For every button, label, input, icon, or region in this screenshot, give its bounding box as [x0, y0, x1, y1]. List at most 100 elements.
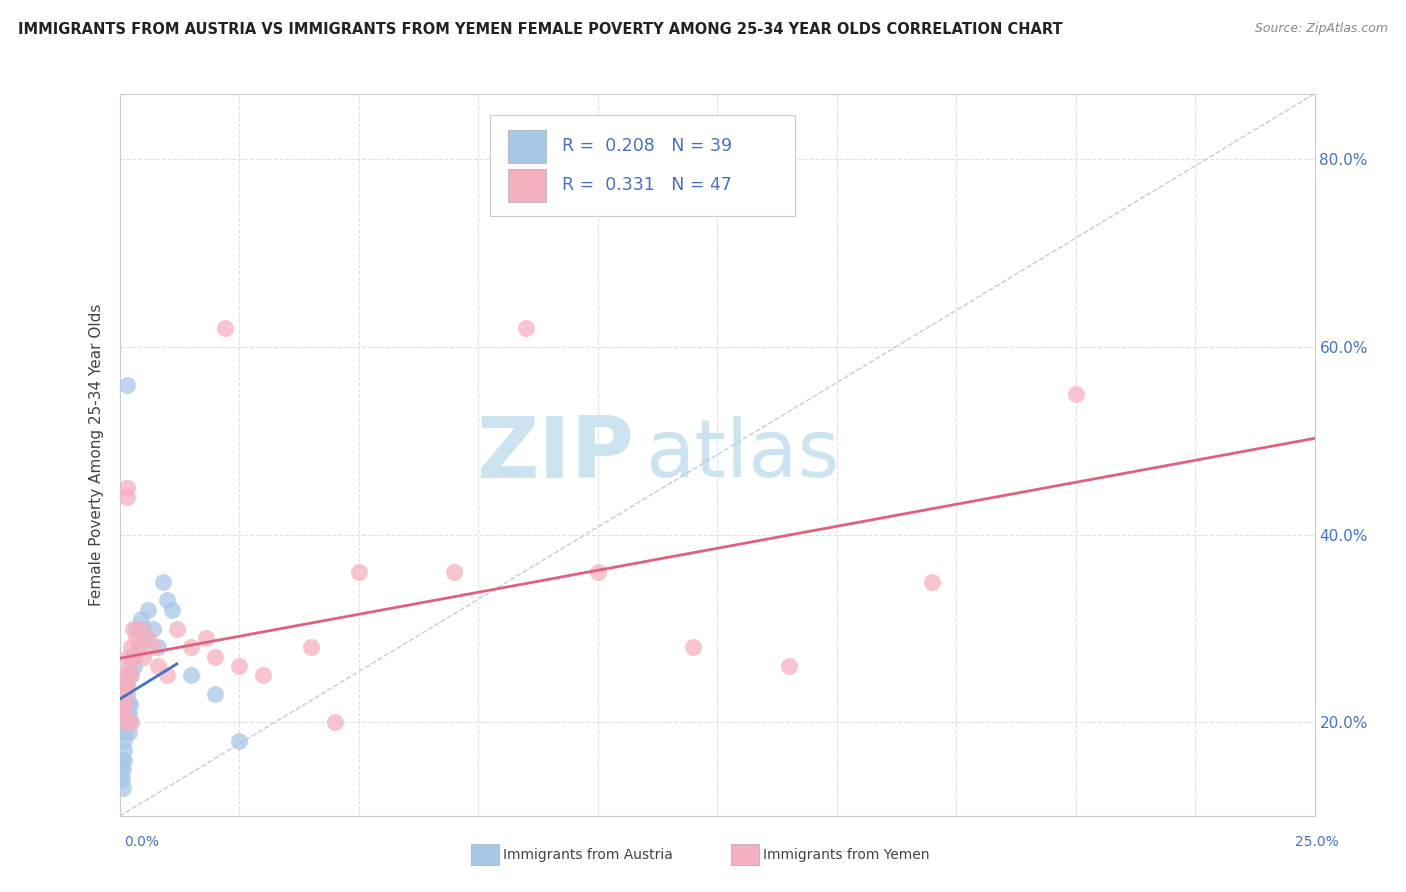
Point — [114, 706, 136, 720]
Text: Immigrants from Yemen: Immigrants from Yemen — [763, 847, 929, 862]
Point — [136, 603, 159, 617]
Point — [180, 640, 202, 655]
Point — [114, 724, 136, 739]
Point — [121, 715, 143, 730]
Point — [347, 565, 370, 579]
Point — [180, 668, 202, 682]
Point — [111, 678, 134, 692]
Point — [586, 565, 609, 579]
Text: Immigrants from Austria: Immigrants from Austria — [503, 847, 673, 862]
Point — [122, 649, 145, 664]
Point — [112, 715, 135, 730]
Point — [921, 574, 943, 589]
Point — [110, 697, 132, 711]
FancyBboxPatch shape — [731, 844, 759, 865]
Point — [118, 715, 141, 730]
Point — [117, 649, 139, 664]
Point — [118, 724, 141, 739]
Point — [117, 697, 139, 711]
Point — [111, 772, 134, 786]
Point — [146, 659, 169, 673]
Point — [118, 697, 141, 711]
Point — [115, 678, 138, 692]
Point — [135, 631, 157, 645]
Point — [142, 622, 165, 636]
Text: R =  0.208   N = 39: R = 0.208 N = 39 — [562, 137, 731, 155]
Point — [118, 668, 141, 682]
Point — [129, 622, 152, 636]
Point — [114, 668, 136, 682]
Point — [515, 321, 537, 335]
Point — [122, 649, 145, 664]
Point — [146, 640, 169, 655]
Point — [299, 640, 322, 655]
Point — [121, 640, 143, 655]
Text: IMMIGRANTS FROM AUSTRIA VS IMMIGRANTS FROM YEMEN FEMALE POVERTY AMONG 25-34 YEAR: IMMIGRANTS FROM AUSTRIA VS IMMIGRANTS FR… — [18, 22, 1063, 37]
Point — [156, 593, 179, 607]
Point — [115, 687, 138, 701]
Point — [443, 565, 465, 579]
Point — [204, 649, 226, 664]
Point — [117, 715, 139, 730]
Point — [204, 687, 226, 701]
FancyBboxPatch shape — [508, 169, 546, 202]
Point — [166, 622, 188, 636]
Point — [682, 640, 704, 655]
Point — [152, 574, 174, 589]
Point — [1064, 387, 1087, 401]
Text: 0.0%: 0.0% — [124, 835, 159, 848]
Point — [156, 668, 179, 682]
Point — [132, 622, 155, 636]
Point — [115, 377, 138, 392]
Point — [112, 734, 135, 748]
Point — [117, 706, 139, 720]
Point — [115, 481, 138, 495]
Point — [114, 678, 136, 692]
Point — [323, 715, 346, 730]
Point — [125, 622, 148, 636]
Text: ZIP: ZIP — [475, 413, 633, 497]
Text: 25.0%: 25.0% — [1295, 835, 1339, 848]
Point — [194, 631, 217, 645]
FancyBboxPatch shape — [508, 130, 546, 162]
Point — [111, 780, 134, 795]
Point — [129, 612, 152, 626]
Point — [110, 762, 132, 776]
Point — [122, 659, 145, 673]
Point — [128, 640, 150, 655]
Point — [252, 668, 274, 682]
Text: atlas: atlas — [645, 416, 839, 494]
Point — [115, 697, 138, 711]
Point — [112, 753, 135, 767]
Point — [112, 706, 135, 720]
Point — [142, 640, 165, 655]
Point — [114, 715, 136, 730]
Point — [111, 753, 134, 767]
Point — [112, 743, 135, 757]
Point — [228, 659, 250, 673]
Point — [110, 687, 132, 701]
Point — [110, 772, 132, 786]
Point — [112, 697, 135, 711]
Y-axis label: Female Poverty Among 25-34 Year Olds: Female Poverty Among 25-34 Year Olds — [89, 304, 104, 606]
Point — [112, 762, 135, 776]
Point — [778, 659, 800, 673]
Point — [115, 678, 138, 692]
Point — [132, 649, 155, 664]
Point — [114, 687, 136, 701]
Point — [125, 631, 148, 645]
Point — [118, 659, 141, 673]
Point — [111, 697, 134, 711]
Point — [122, 622, 145, 636]
Point — [228, 734, 250, 748]
Point — [214, 321, 236, 335]
Text: R =  0.331   N = 47: R = 0.331 N = 47 — [562, 177, 731, 194]
FancyBboxPatch shape — [471, 844, 499, 865]
Point — [160, 603, 183, 617]
FancyBboxPatch shape — [491, 115, 794, 217]
Point — [110, 706, 132, 720]
Point — [115, 490, 138, 504]
Point — [128, 640, 150, 655]
Point — [121, 668, 143, 682]
Text: Source: ZipAtlas.com: Source: ZipAtlas.com — [1254, 22, 1388, 36]
